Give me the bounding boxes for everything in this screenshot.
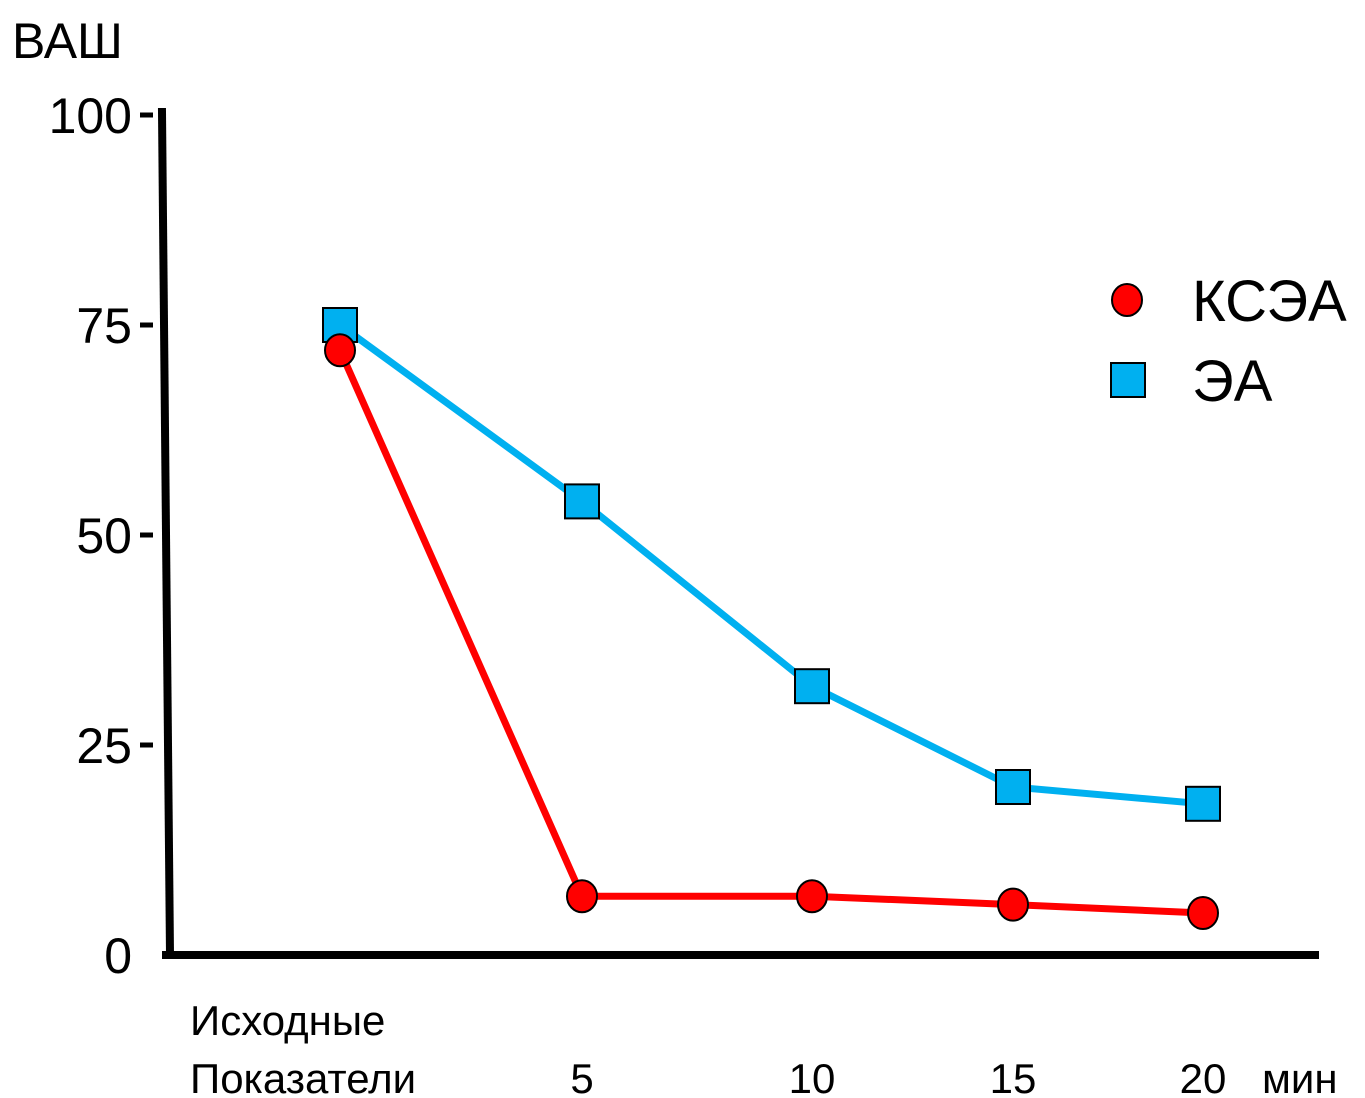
- legend: КСЭА ЭА: [1110, 269, 1347, 414]
- x-tick-label: 10: [789, 1055, 836, 1098]
- series-line: [337, 322, 1204, 808]
- legend-marker: [1110, 362, 1146, 398]
- x-axis-labels: Исходные Показатели 5 10 15 20: [190, 997, 1226, 1098]
- series-line: [336, 348, 1204, 917]
- legend-marker: [1111, 283, 1143, 317]
- x-tick-label: 5: [570, 1055, 593, 1098]
- data-point: [324, 333, 356, 368]
- x-tick-label: 20: [1180, 1055, 1227, 1098]
- x-tick-label: Исходные: [190, 997, 385, 1044]
- y-axis-title: ВАШ: [12, 13, 123, 69]
- data-point: [1187, 896, 1219, 930]
- legend-label: ЭА: [1192, 349, 1273, 414]
- data-point: [794, 668, 830, 705]
- legend-label: КСЭА: [1192, 269, 1347, 334]
- data-point: [995, 769, 1031, 805]
- data-point: [1185, 785, 1221, 822]
- y-axis-line: [157, 107, 175, 960]
- y-tick-label: 25: [76, 718, 132, 774]
- x-axis-unit: мин: [1262, 1055, 1338, 1098]
- series-ksea: [324, 333, 1219, 930]
- x-tick-label: 15: [990, 1055, 1037, 1098]
- data-point: [997, 887, 1029, 922]
- legend-item: КСЭА: [1111, 269, 1347, 334]
- y-tick-label: 75: [76, 298, 132, 354]
- legend-item: ЭА: [1110, 349, 1273, 414]
- y-tick-label: 100: [49, 88, 132, 144]
- x-tick-label: Показатели: [190, 1055, 416, 1098]
- data-point: [796, 879, 828, 914]
- data-point: [564, 483, 600, 520]
- y-tick-label: 50: [76, 508, 132, 564]
- y-tick-label: 0: [104, 928, 132, 984]
- series-ea: [322, 307, 1221, 822]
- data-point: [566, 879, 598, 914]
- series-layer: [322, 307, 1221, 930]
- y-axis-ticks: 0 25 50 75 100: [49, 88, 153, 984]
